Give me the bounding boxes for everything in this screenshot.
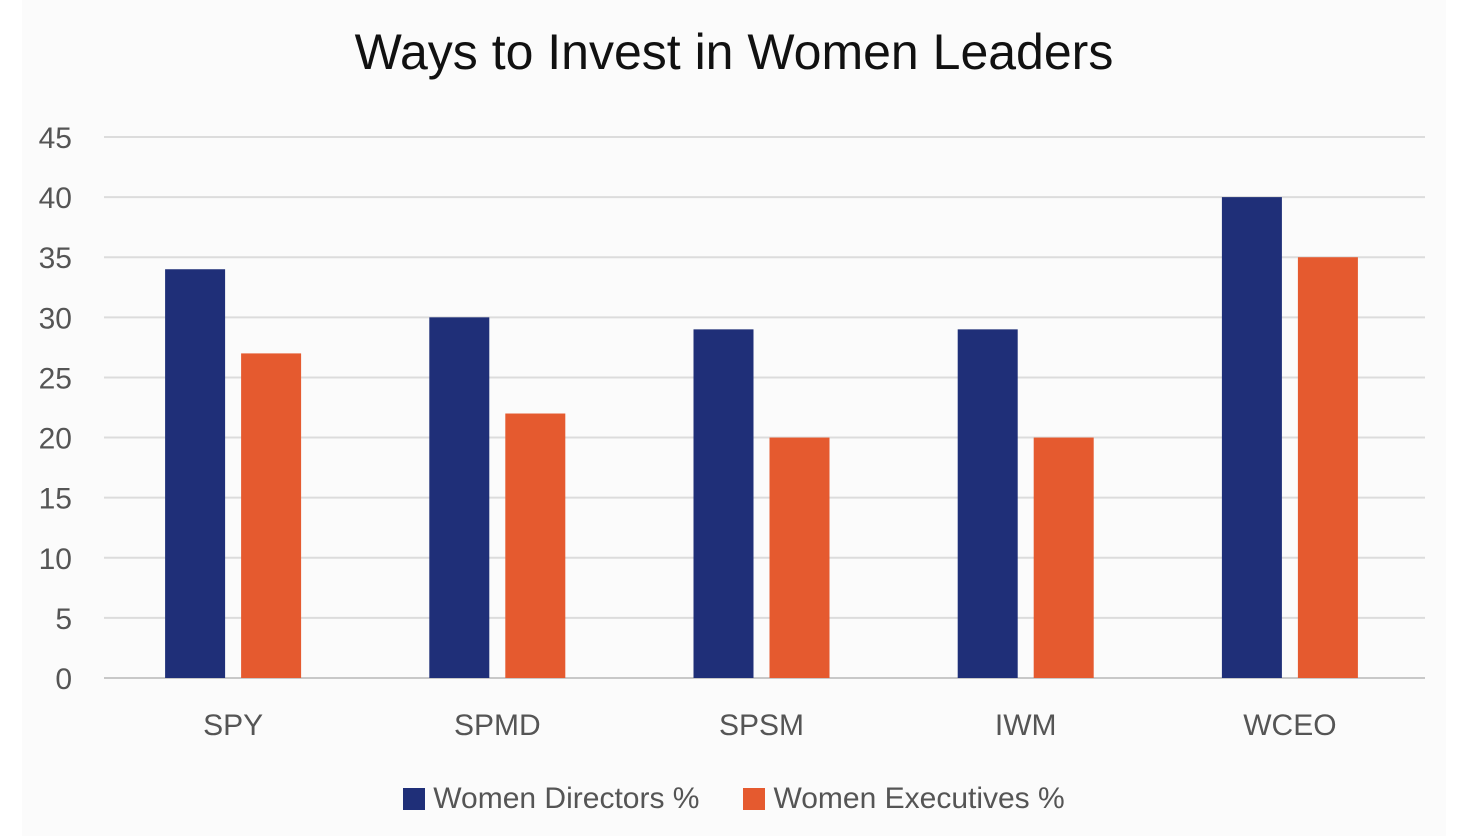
x-tick-label: IWM [995, 709, 1057, 742]
legend-label-executives: Women Executives % [773, 782, 1065, 815]
x-tick-label: SPY [203, 709, 263, 742]
y-tick-label: 25 [39, 362, 72, 395]
bar-women-executives [505, 413, 566, 678]
y-tick-label: 20 [39, 423, 72, 456]
legend-label-directors: Women Directors % [433, 782, 700, 815]
y-tick-label: 40 [39, 182, 72, 215]
legend-swatch-executives [743, 788, 766, 810]
y-tick-label: 5 [55, 603, 72, 636]
legend-item-executives: Women Executives % [743, 782, 1065, 816]
y-tick-label: 35 [39, 242, 72, 275]
bar-women-directors [693, 329, 754, 678]
bar-women-directors [1221, 197, 1282, 678]
bar-women-directors [429, 317, 490, 678]
bar-women-directors [165, 269, 226, 678]
x-tick-label: SPSM [719, 709, 804, 742]
legend-item-directors: Women Directors % [403, 782, 699, 816]
y-tick-label: 45 [39, 122, 72, 155]
chart-title: Ways to Invest in Women Leaders [354, 24, 1114, 80]
bar-women-executives [241, 353, 302, 678]
y-tick-label: 0 [55, 663, 72, 696]
bar-women-executives [1297, 257, 1358, 678]
chart-legend: Women Directors % Women Executives % [0, 782, 1468, 816]
x-tick-label: WCEO [1243, 709, 1336, 742]
legend-swatch-directors [403, 788, 426, 810]
y-tick-label: 10 [39, 543, 72, 576]
bar-women-executives [1033, 437, 1094, 678]
bar-women-executives [769, 437, 830, 678]
y-tick-label: 30 [39, 302, 72, 335]
y-tick-label: 15 [39, 483, 72, 516]
x-tick-label: SPMD [454, 709, 541, 742]
bar-women-directors [957, 329, 1018, 678]
